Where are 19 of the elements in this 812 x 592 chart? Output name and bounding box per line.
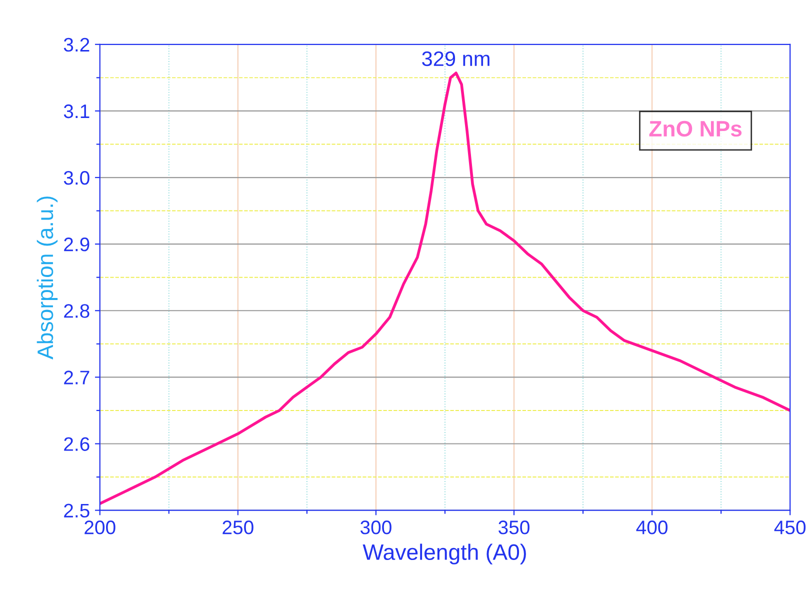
x-tick-label: 200 bbox=[84, 520, 116, 534]
x-tick-label: 350 bbox=[498, 520, 530, 534]
y-axis-title: Absorption (a.u.) bbox=[36, 196, 58, 360]
x-tick-label: 300 bbox=[360, 520, 392, 534]
line-series bbox=[100, 72, 790, 506]
y-tick-label: 2.7 bbox=[64, 370, 90, 384]
annotation: 329 nm bbox=[422, 51, 490, 66]
y-tick-label: 2.6 bbox=[64, 437, 90, 451]
x-tick-label: 450 bbox=[774, 520, 806, 534]
x-axis-title: Wavelength (A0) bbox=[362, 544, 526, 564]
y-tick-label: 2.5 bbox=[64, 504, 90, 518]
y-tick-label: 2.8 bbox=[64, 304, 90, 318]
x-tick-label: 400 bbox=[636, 520, 668, 534]
y-tick-label: 3.2 bbox=[64, 38, 90, 52]
y-tick-label: 3.0 bbox=[64, 170, 90, 185]
x-tick-label: 250 bbox=[222, 520, 254, 534]
text: ZnO NPs bbox=[649, 120, 742, 137]
y-tick-label: 2.9 bbox=[64, 238, 90, 252]
y-tick-label: 3.1 bbox=[64, 104, 90, 118]
